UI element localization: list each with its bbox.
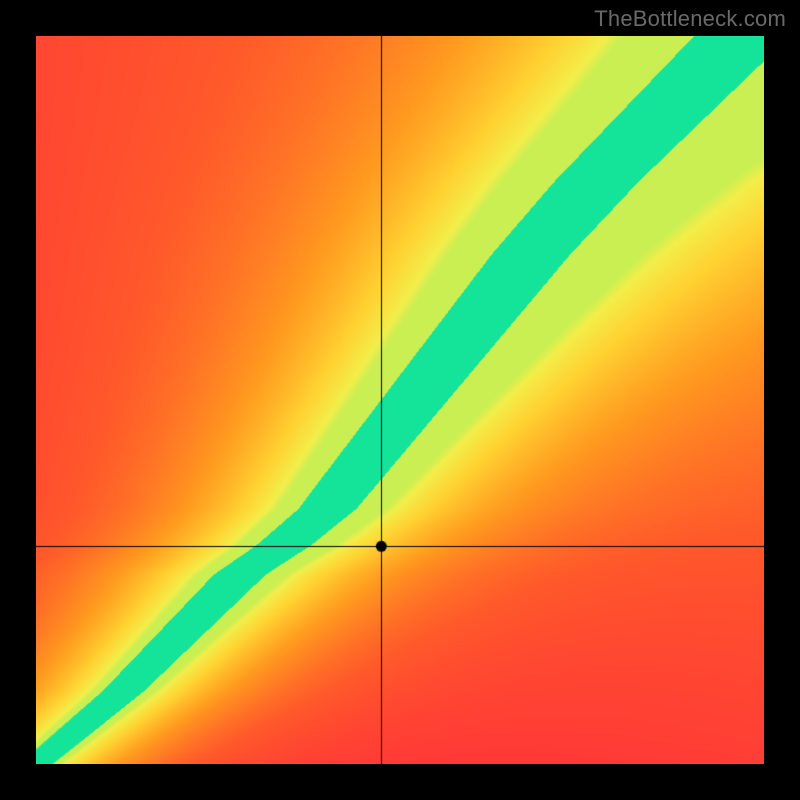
heatmap-plot [36, 36, 764, 764]
heatmap-canvas [36, 36, 764, 764]
watermark-text: TheBottleneck.com [594, 6, 786, 32]
